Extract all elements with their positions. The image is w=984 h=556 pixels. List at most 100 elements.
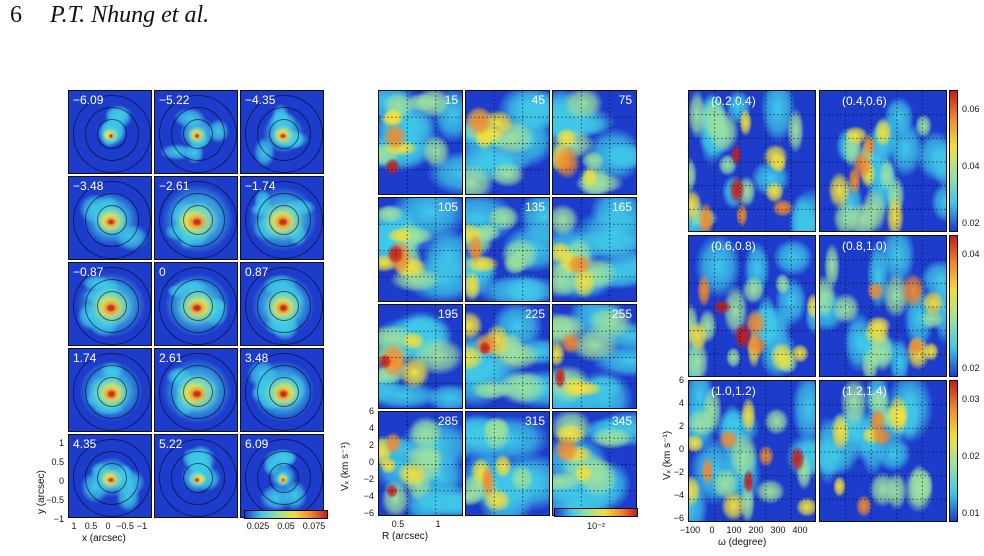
panel-label: 135 xyxy=(524,200,545,214)
panel-label: 285 xyxy=(437,414,458,428)
panel-label: −2.61 xyxy=(159,179,190,193)
sky-map-panel: −2.61 xyxy=(154,176,238,260)
intensity-blob xyxy=(559,331,581,354)
tick-label: 0.06 xyxy=(962,104,980,114)
pv-map-panel: 105 xyxy=(378,197,463,302)
intensity-blob xyxy=(569,380,602,397)
intensity-blob xyxy=(387,227,414,244)
intensity-blob xyxy=(805,292,815,319)
intensity-blob xyxy=(844,126,869,146)
tick-label: 2 xyxy=(368,440,374,450)
intensity-blob xyxy=(379,354,393,370)
colorbar xyxy=(244,510,328,519)
tick-label: 0.5 xyxy=(51,457,64,467)
intensity-blob xyxy=(697,273,712,308)
velocity-azimuth-panel: (1.2,1.4) xyxy=(819,380,947,522)
tick-label: 4 xyxy=(678,398,684,408)
tick-label: 0.04 xyxy=(962,161,980,171)
tick-label: −0.5 xyxy=(46,495,64,505)
aperture-ring xyxy=(73,267,151,345)
pv-map-panel: 345 xyxy=(552,411,637,516)
intensity-blob xyxy=(791,381,815,446)
sky-map-panel: 3.48 xyxy=(240,348,324,432)
intensity-blob xyxy=(718,429,739,450)
tick-label: 0.02 xyxy=(962,363,980,373)
tick-label: 300 xyxy=(770,525,786,535)
tick-label: −1 xyxy=(136,521,148,531)
colorbar xyxy=(949,380,958,522)
intensity-blob xyxy=(923,342,940,361)
panel-label: 195 xyxy=(437,307,458,321)
intensity-blob xyxy=(466,106,492,137)
intensity-blob xyxy=(478,340,491,355)
tick-label: 0 xyxy=(105,521,111,531)
aperture-ring xyxy=(245,267,323,345)
intensity-blob xyxy=(702,387,722,433)
intensity-blob xyxy=(402,331,426,350)
tick-label: −100 xyxy=(679,525,701,535)
tick-label: 6 xyxy=(368,406,374,416)
intensity-blob xyxy=(729,176,745,205)
intensity-blob xyxy=(380,110,404,127)
tick-label: 0 xyxy=(709,525,715,535)
intensity-blob xyxy=(901,273,925,308)
tick-label: 0 xyxy=(368,457,374,467)
intensity-blob xyxy=(918,468,933,502)
velocity-azimuth-panel: (0.2,0.4) xyxy=(688,90,816,232)
axis-label: ω (degree) xyxy=(718,537,767,548)
tick-label: −2 xyxy=(673,467,684,477)
intensity-blob xyxy=(481,465,496,498)
intensity-blob xyxy=(828,172,852,210)
pv-map-panel: 135 xyxy=(465,197,550,302)
tick-label: 10⁻² xyxy=(587,521,605,531)
colorbar xyxy=(554,508,638,517)
intensity-blob xyxy=(383,122,408,151)
intensity-blob xyxy=(866,280,884,302)
intensity-blob xyxy=(689,475,702,508)
intensity-blob xyxy=(765,181,784,204)
sky-map-panel: 6.09 xyxy=(240,434,324,518)
tick-label: −4 xyxy=(673,490,684,500)
intensity-blob xyxy=(379,204,404,224)
tick-label: −6 xyxy=(673,513,684,523)
intensity-blob xyxy=(482,415,512,451)
panel-label: 2.61 xyxy=(159,351,183,365)
intensity-blob xyxy=(763,407,790,436)
intensity-blob xyxy=(384,158,400,175)
intensity-blob xyxy=(466,270,481,301)
sky-map-panel: −5.22 xyxy=(154,90,238,174)
aperture-ring xyxy=(245,181,323,259)
panel-label: 6.09 xyxy=(245,437,269,451)
panel-label: 105 xyxy=(437,200,458,214)
tick-label: −0.5 xyxy=(116,521,134,531)
tick-label: 0.02 xyxy=(962,451,980,461)
running-head-authors: P.T. Nhung et al. xyxy=(50,2,210,28)
tick-label: 1 xyxy=(58,438,64,448)
tick-label: 400 xyxy=(792,525,808,535)
intensity-blob xyxy=(494,454,513,478)
intensity-blob xyxy=(567,254,593,275)
intensity-blob xyxy=(862,134,877,157)
panel-label: −5.22 xyxy=(159,93,190,107)
intensity-blob xyxy=(733,322,752,349)
intensity-blob xyxy=(554,436,579,464)
pv-map-panel: 45 xyxy=(465,90,550,195)
intensity-blob xyxy=(500,237,540,273)
intensity-blob xyxy=(787,108,805,154)
pv-map-panel: 285 xyxy=(378,411,463,516)
tick-label: 0.03 xyxy=(962,394,980,404)
intensity-blob xyxy=(847,201,878,231)
tick-label: 100 xyxy=(726,525,742,535)
colorbar xyxy=(949,90,958,232)
panel-label: 345 xyxy=(611,414,632,428)
panel-label: −4.35 xyxy=(245,93,276,107)
aperture-ring xyxy=(159,439,237,517)
intensity-blob xyxy=(908,336,924,355)
pv-map-panel: 225 xyxy=(465,304,550,409)
aperture-ring xyxy=(159,267,237,345)
colorbar xyxy=(949,235,958,377)
intensity-blob xyxy=(754,479,785,504)
panel-label: 15 xyxy=(444,93,458,107)
intensity-blob xyxy=(871,427,892,446)
sky-map-panel: −1.74 xyxy=(240,176,324,260)
